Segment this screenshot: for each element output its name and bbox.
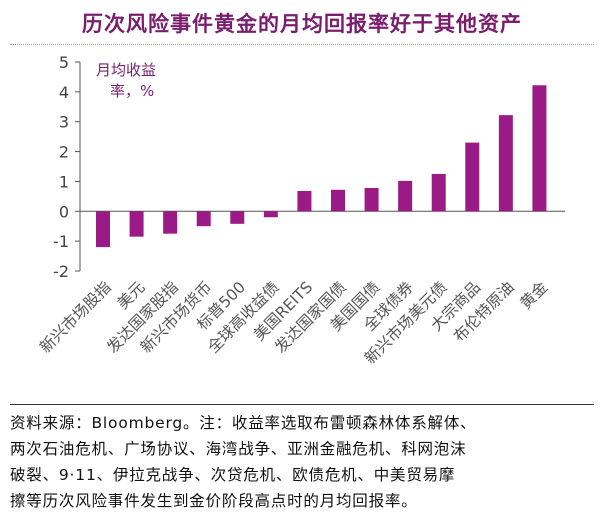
y-tick-label: 5 [59,53,69,72]
bar [431,173,446,212]
y-tick-label: 1 [59,172,69,191]
footnote-line-2: 两次石油危机、广场协议、海湾战争、亚洲金融危机、科网泡沫 [10,440,467,458]
bars [96,85,547,248]
bar [163,211,178,234]
bar [297,190,312,212]
y-tick-label: 4 [59,83,69,102]
footnote-line-3: 破裂、9·11、伊拉克战争、次贷危机、欧债危机、中美贸易摩 [10,466,456,484]
bar-chart: 5 4 3 2 1 0 -1 -2 新兴市场股指美元发达国家股指新兴市场货币标普500全球高收… [36,53,565,368]
footnote-line-4: 擦等历次风险事件发生到金价阶段高点时的月均回报率。 [10,492,418,510]
x-axis-labels: 新兴市场股指美元发达国家股指新兴市场货币标普500全球高收益债美国REITS发达… [36,278,551,368]
bar [96,211,110,248]
bar [364,187,379,212]
y-tick-label: -2 [53,262,69,281]
x-tick-label: 黄金 [517,278,552,313]
bar [331,189,345,212]
y-axis-label-line1: 月均收益 [96,61,156,79]
y-tick-label: 0 [59,202,69,221]
y-tick-label: 3 [59,113,69,132]
footnote-divider [10,404,594,405]
bar [196,211,211,227]
bar [465,142,480,212]
y-tick-label: -1 [53,232,69,251]
y-axis: 5 4 3 2 1 0 -1 -2 [53,53,81,281]
bar [532,85,547,212]
bar [230,211,245,224]
bar [398,180,413,212]
bar [263,211,278,218]
bar [498,115,513,212]
y-axis-label-line2: 率，% [110,82,154,100]
bar [129,211,144,237]
title-divider [10,44,594,45]
chart-title: 历次风险事件黄金的月均回报率好于其他资产 [82,11,522,36]
footnote: 资料来源：Bloomberg。注：收益率选取布雷顿森林体系解体、 两次石油危机、… [10,410,600,514]
y-tick-label: 2 [59,143,69,162]
footnote-line-1: 资料来源：Bloomberg。注：收益率选取布雷顿森林体系解体、 [10,414,477,432]
